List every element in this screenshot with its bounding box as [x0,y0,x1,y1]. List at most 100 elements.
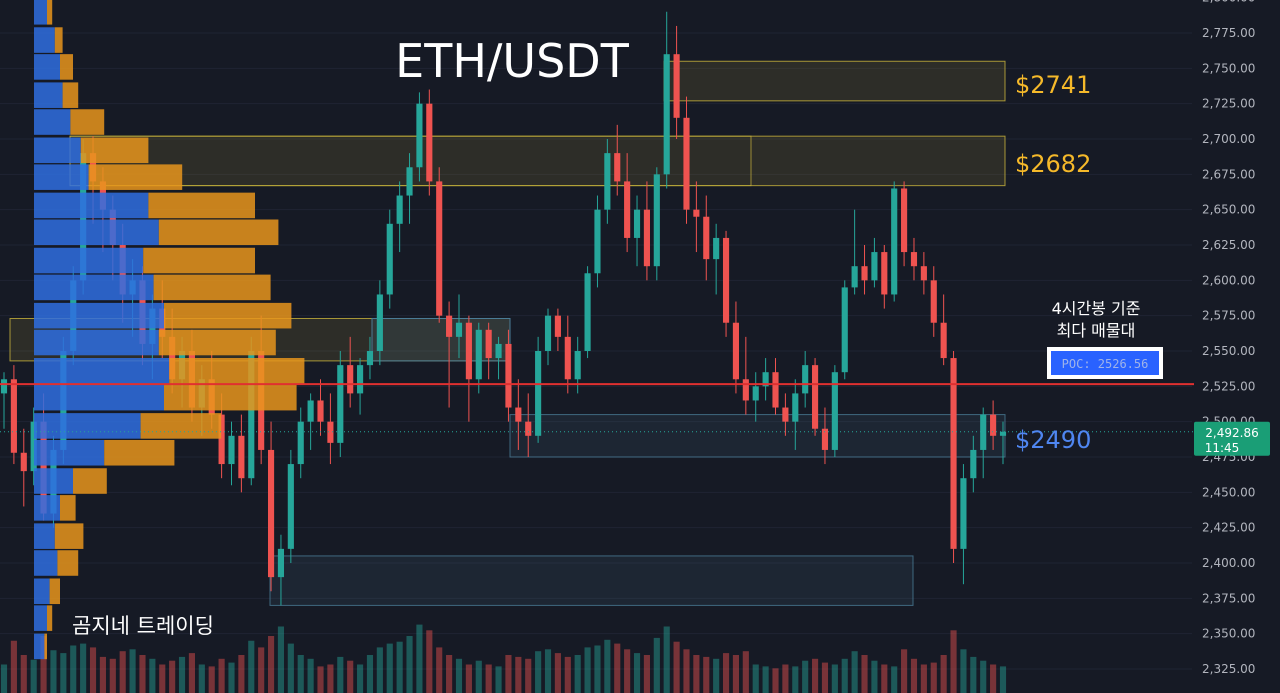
volume-bar [317,666,324,693]
candle-body [901,188,908,253]
candle-body [604,153,611,210]
volume-bar [485,664,492,693]
volume-bar [178,656,186,693]
price-tick-label: 2,700.00 [1202,132,1255,146]
profile-buy-bar [34,605,47,631]
profile-sell-bar [60,495,76,521]
candle-body [940,322,947,359]
volume-bar [277,626,285,693]
candle-body [762,372,769,387]
candle-body [525,421,532,436]
profile-buy-bar [34,468,73,494]
profile-buy-bar [34,302,164,329]
profile-buy-bar [34,578,50,605]
candle-body [633,209,641,238]
candle-body [495,343,502,359]
zone-support [269,555,914,606]
volume-bar [40,636,47,693]
profile-sell-bar [164,302,292,329]
profile-buy-bar [34,329,159,356]
volume-bar [139,655,146,693]
volume-bar [109,658,116,693]
profile-sell-bar [54,27,63,53]
volume-bar [60,653,67,693]
volume-profile [34,0,305,660]
candle-body [594,209,601,274]
profile-sell-bar [70,109,105,135]
candle-body [347,365,354,394]
candle-body [376,294,383,351]
price-tag-countdown: 11:45 [1205,441,1240,455]
volume-bar [980,660,987,693]
candle-body [752,386,759,401]
profile-sell-bar [140,413,222,439]
candle-body [544,315,552,351]
profile-sell-bar [148,192,255,219]
candle-body [267,449,275,578]
volume-bar [881,664,888,693]
candle-body [614,153,621,182]
candle-body [515,407,522,422]
candle-body [436,181,443,316]
candle-body [40,421,47,514]
candle-body [802,365,809,394]
volume-bar [307,658,314,693]
price-tick-label: 2,750.00 [1202,61,1255,75]
profile-buy-bar [34,137,81,164]
volume-bar [940,655,947,693]
candle-body [505,343,512,408]
volume-bar [357,664,364,693]
candle-body [683,117,690,210]
profile-buy-bar [34,109,71,135]
profile-buy-bar [34,633,45,660]
volume-bar [129,649,136,693]
candle-body [20,452,27,472]
candle-body [732,322,740,380]
candle-body [643,209,650,267]
volume-bar [0,664,8,693]
volume-bar [386,643,393,693]
volume-bar [505,655,512,693]
volume-bar [50,650,57,693]
volume-bar [633,653,641,693]
price-tag-background [1194,421,1270,456]
volume-bar [970,656,977,693]
volume-bar [653,637,660,693]
watermark: 곰지네 트레이딩 [72,614,214,638]
profile-sell-bar [57,550,79,576]
price-tick-label: 2,400.00 [1202,556,1255,570]
volume-bar [208,666,215,693]
volume-bar [930,662,937,693]
volume-bar [990,664,997,693]
candle-body [366,351,374,366]
level-label-2741: $2741 [1015,71,1091,99]
candle-body [653,174,660,267]
candle-body [327,421,334,443]
volume-bar [149,658,156,693]
profile-buy-bar [34,192,149,219]
volume-bar [99,656,106,693]
volume-bar [80,643,87,693]
price-tick-label: 2,575.00 [1202,309,1255,323]
chart-title: ETH/USDT [395,34,630,88]
profile-buy-bar [34,27,55,53]
candle-body [821,428,829,450]
volume-bar [248,640,255,693]
candle-body [792,393,799,422]
candle-body [920,266,927,281]
volume-bar [802,660,809,693]
candle-body [693,209,700,217]
volume-bar [525,658,532,693]
volume-bar [722,653,730,693]
candle-body [0,379,8,394]
profile-buy-bar [34,550,58,576]
note-line-1: 4시간봉 기준 [1052,299,1141,318]
profile-sell-bar [60,54,73,80]
candle-body [446,315,453,337]
volume-bar [30,659,37,693]
candle-body [277,548,285,578]
volume-bar [871,660,878,693]
volume-bar [614,643,621,693]
